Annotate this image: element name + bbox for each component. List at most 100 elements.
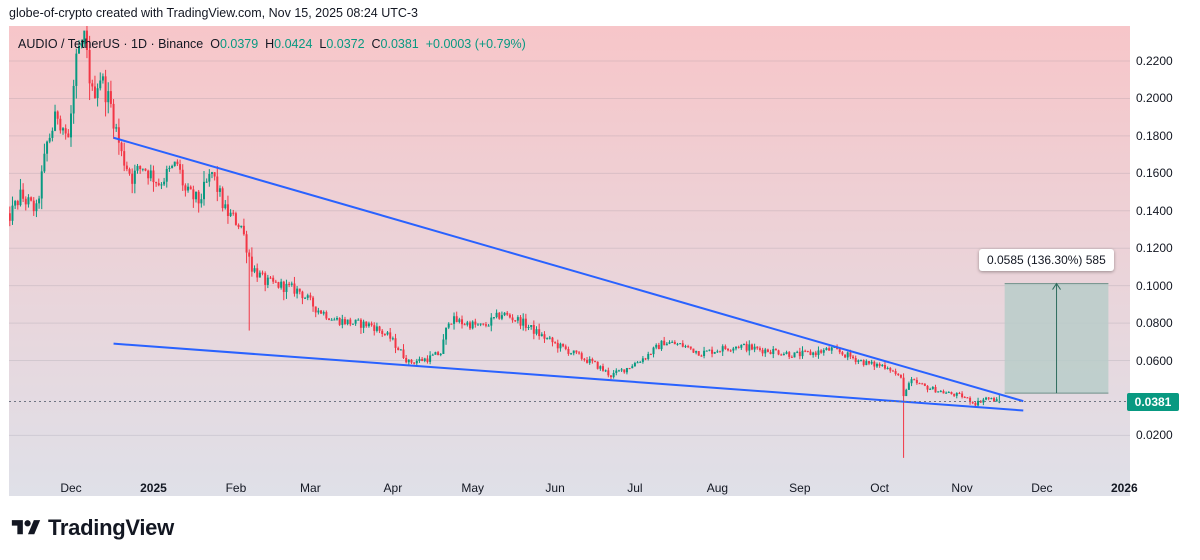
candle-body	[70, 113, 72, 138]
candle	[857, 359, 860, 365]
candle	[806, 350, 809, 353]
candle-body	[559, 343, 562, 349]
candle	[70, 105, 72, 147]
candle	[929, 387, 932, 390]
candle-body	[30, 197, 33, 201]
candle	[46, 140, 49, 162]
candle-body	[298, 288, 301, 292]
candle	[671, 340, 674, 343]
chart-plot-area[interactable]	[9, 26, 1130, 496]
candle-body	[838, 349, 841, 353]
candle	[697, 351, 700, 356]
candle	[320, 309, 323, 314]
candle	[796, 350, 799, 354]
candle-body	[9, 213, 11, 221]
candle-body	[471, 321, 474, 329]
candle-body	[929, 388, 932, 390]
candle-body	[157, 183, 160, 186]
candle-body	[240, 225, 243, 228]
candle	[939, 389, 942, 393]
candle	[30, 196, 33, 202]
candle	[258, 270, 261, 278]
candle-body	[522, 318, 525, 326]
candle-body	[301, 291, 304, 299]
candle	[40, 165, 43, 210]
candle-body	[359, 319, 362, 328]
candle-body	[367, 323, 370, 327]
candle	[402, 344, 405, 360]
candlestick-chart[interactable]	[9, 26, 1130, 496]
candle-body	[583, 358, 586, 360]
candle	[575, 350, 578, 355]
candle-body	[54, 111, 57, 131]
candle-body	[93, 86, 96, 98]
candle-body	[809, 351, 812, 355]
candle-body	[860, 360, 863, 362]
candle-body	[109, 91, 112, 104]
candle	[995, 397, 998, 402]
candle-body	[22, 189, 25, 199]
candle	[652, 346, 655, 358]
candle	[633, 361, 636, 367]
chart-background	[9, 26, 1130, 496]
candle-body	[708, 349, 711, 351]
candle	[125, 161, 128, 172]
candle	[774, 348, 777, 351]
candle	[120, 141, 123, 157]
candle	[394, 333, 397, 354]
candle	[817, 346, 820, 359]
candle	[280, 278, 283, 290]
candle	[923, 383, 926, 387]
candle	[644, 357, 647, 361]
measure-arrow-head	[1052, 282, 1061, 290]
candle-body	[320, 310, 323, 314]
candle-body	[466, 322, 469, 325]
candle	[519, 314, 522, 330]
candle-body	[309, 295, 312, 298]
candle	[511, 314, 514, 323]
candle-body	[657, 344, 660, 350]
candle-body	[285, 283, 288, 292]
candle-body	[540, 334, 543, 337]
candle-body	[703, 350, 706, 357]
candle	[804, 349, 807, 353]
candle-body	[899, 374, 902, 378]
candle-body	[288, 283, 291, 285]
candle	[442, 334, 445, 355]
candle-body	[314, 306, 317, 313]
candle-body	[665, 343, 668, 346]
candle	[958, 391, 961, 395]
candle-body	[716, 351, 719, 353]
candle-body	[370, 323, 373, 326]
candle	[860, 359, 863, 362]
candle	[93, 75, 96, 100]
candle-body	[306, 295, 309, 298]
candle-body	[266, 277, 269, 285]
candle	[580, 351, 583, 361]
candle-body	[62, 128, 65, 131]
low-value: 0.0372	[326, 37, 365, 51]
candle	[668, 340, 671, 345]
candle-body	[413, 362, 416, 364]
candle-body	[131, 173, 134, 184]
candle	[617, 369, 620, 372]
price-axis[interactable]: 0.2200 0.2000 0.1800 0.1600 0.1400 0.1200 0.10…	[1130, 26, 1200, 496]
candle	[684, 344, 687, 349]
candle-body	[711, 349, 714, 354]
candle-body	[891, 370, 894, 372]
candle-body	[272, 277, 275, 282]
candle-body	[969, 397, 972, 403]
candle	[133, 164, 136, 194]
candle-body	[128, 169, 131, 174]
candle-body	[179, 164, 182, 170]
candle-body	[336, 317, 338, 320]
candle	[647, 351, 650, 361]
candle	[782, 352, 785, 356]
candle-body	[474, 321, 477, 325]
candle	[963, 396, 966, 399]
candle-body	[445, 327, 448, 340]
candle	[429, 351, 432, 365]
candle	[128, 167, 131, 176]
candle-body	[101, 76, 104, 81]
candle	[216, 166, 219, 202]
